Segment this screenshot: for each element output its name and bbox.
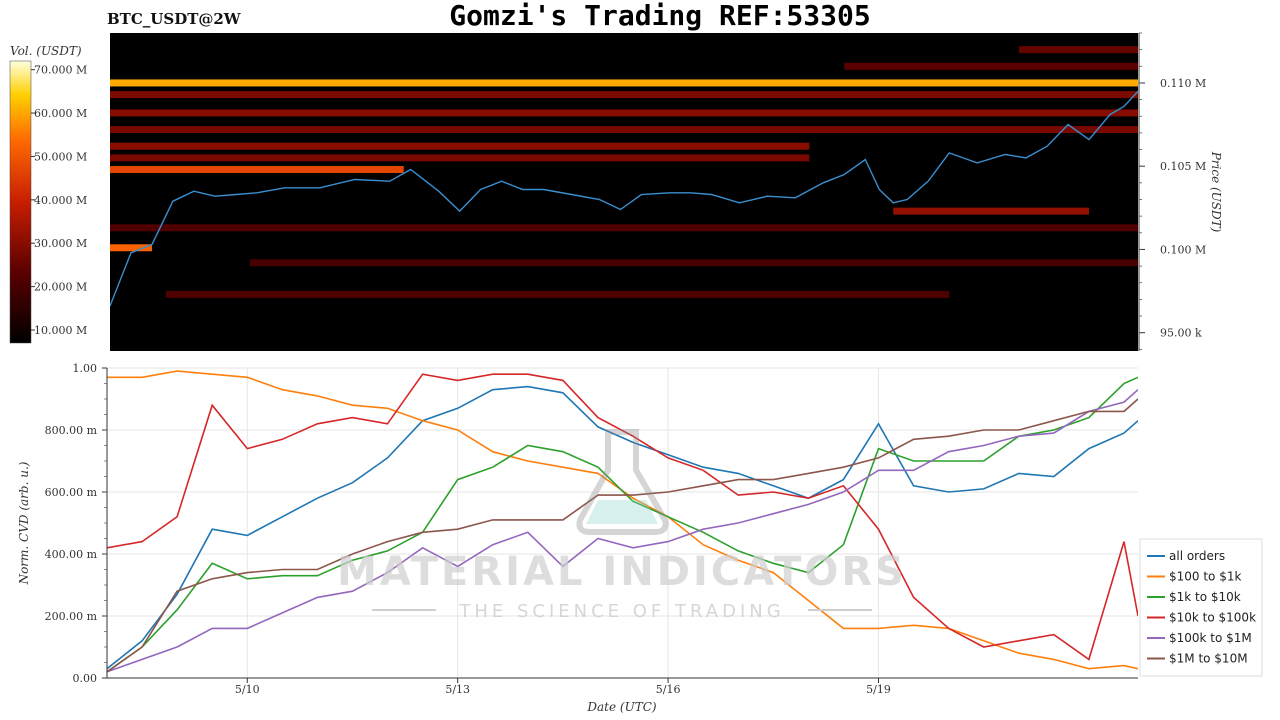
cvd-y-tick-label: 800.00 m [45, 424, 98, 437]
liquidity-wall [110, 166, 404, 174]
heatmap-walls [110, 46, 1138, 298]
cvd-y-tick-label: 200.00 m [45, 610, 98, 623]
colorbar-tick-label: 70.000 M [34, 64, 87, 77]
price-axis-title: Price (USDT) [1209, 151, 1223, 233]
colorbar-tick-label: 40.000 M [34, 194, 87, 207]
cvd-series-line [107, 370, 1138, 670]
liquidity-wall [249, 259, 1138, 267]
price-line [110, 90, 1138, 307]
liquidity-wall [165, 290, 950, 298]
flask-logo [576, 429, 669, 535]
colorbar-title: Vol. (USDT) [10, 44, 82, 58]
liquidity-wall [110, 126, 1138, 134]
legend-label: $10k to $100k [1169, 611, 1256, 625]
legend-label: all orders [1169, 549, 1225, 563]
liquidity-wall [110, 91, 1138, 99]
colorbar-ticks: 70.000 M 60.000 M 50.000 M 40.000 M 30.000 M… [31, 64, 87, 337]
liquidity-wall [893, 207, 1090, 215]
legend-label: $1k to $10k [1169, 590, 1241, 604]
liquidity-wall [110, 109, 1138, 117]
watermark-main: MATERIAL INDICATORS [337, 549, 907, 595]
colorbar-gradient [9, 60, 32, 344]
liquidity-wall [110, 142, 810, 150]
cvd-x-tick-label: 5/16 [656, 683, 681, 696]
cvd-legend: all orders $100 to $1k $1k to $10k $10k to … [1139, 538, 1263, 677]
colorbar-tick-label: 60.000 M [34, 107, 87, 120]
legend-label: $100 to $1k [1169, 570, 1241, 584]
legend-box [1139, 538, 1263, 677]
cvd-plot-area [107, 368, 1138, 678]
cvd-x-tick-label: 5/10 [235, 683, 260, 696]
watermark: MATERIAL INDICATORS THE SCIENCE OF TRADI… [337, 429, 907, 622]
cvd-y-axis-title: Norm. CVD (arb. u.) [17, 461, 31, 585]
cvd-lines [107, 370, 1138, 673]
liquidity-wall [110, 154, 810, 162]
cvd-series-line [107, 376, 1138, 673]
liquidity-wall [110, 79, 1138, 87]
symbol-label: BTC_USDT@2W [107, 10, 242, 28]
chart-title: Gomzi's Trading REF:53305 [449, 0, 870, 32]
cvd-panel: 0.00 200.00 m 400.00 m 600.00 m 800.00 m 1.00… [17, 362, 1138, 714]
cvd-y-tick-label: 1.00 [73, 362, 98, 375]
cvd-y-tick-label: 0.00 [73, 672, 98, 685]
colorbar-tick-label: 20.000 M [34, 281, 87, 294]
cvd-series-line [107, 373, 1138, 661]
cvd-x-tick-label: 5/13 [445, 683, 470, 696]
colorbar-tick-label: 50.000 M [34, 150, 87, 163]
colorbar-tick-label: 10.000 M [34, 324, 87, 337]
colorbar: Vol. (USDT) 70.000 M 60.000 M 50.000 M 40.0… [9, 44, 87, 344]
price-tick-label: 95.00 k [1160, 327, 1202, 340]
cvd-series-line [107, 389, 1138, 673]
price-tick-label: 0.105 M [1160, 160, 1206, 173]
legend-label: $1M to $10M [1169, 652, 1248, 666]
colorbar-tick-label: 30.000 M [34, 237, 87, 250]
cvd-y-tick-label: 600.00 m [45, 486, 98, 499]
legend-label: $100k to $1M [1169, 631, 1252, 645]
cvd-series-line [107, 398, 1138, 673]
cvd-x-axis-title: Date (UTC) [586, 700, 656, 714]
price-tick-label: 0.110 M [1160, 77, 1206, 90]
liquidity-wall [110, 224, 1138, 232]
price-tick-label: 0.100 M [1160, 243, 1206, 256]
cvd-y-ticks: 0.00 200.00 m 400.00 m 600.00 m 800.00 m 1.00 [45, 362, 107, 685]
liquidity-wall [844, 62, 1138, 70]
price-axis: 0.110 M 0.105 M 0.100 M 95.00 k [1139, 32, 1206, 350]
watermark-sub: THE SCIENCE OF TRADING [458, 601, 784, 622]
cvd-y-tick-label: 400.00 m [45, 548, 98, 561]
liquidity-wall [110, 244, 152, 252]
cvd-x-ticks: 5/10 5/13 5/16 5/19 [235, 678, 891, 696]
liquidity-wall [1019, 46, 1138, 54]
cvd-series-line [107, 385, 1138, 670]
cvd-x-tick-label: 5/19 [866, 683, 891, 696]
heatmap-panel: 0.110 M 0.105 M 0.100 M 95.00 k Price (USDT… [110, 32, 1223, 351]
